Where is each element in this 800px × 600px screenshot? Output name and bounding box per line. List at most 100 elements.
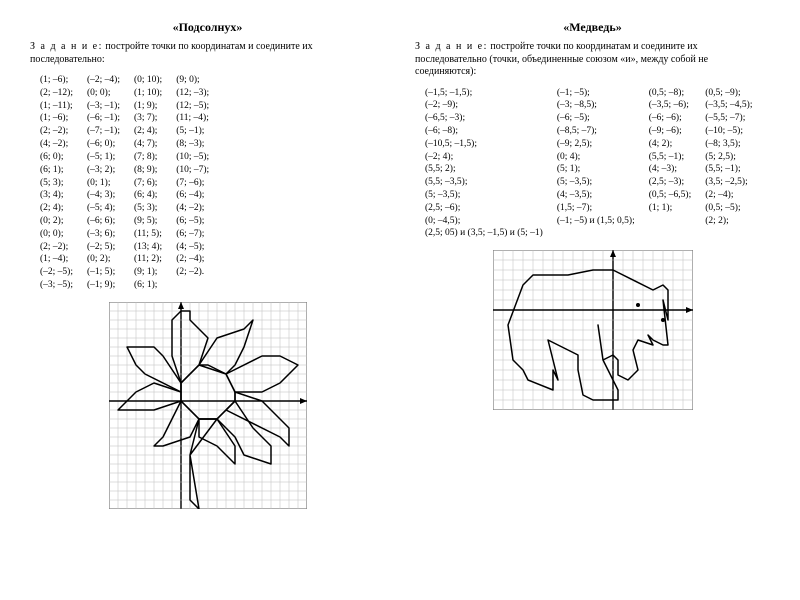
coord-column: (–1; –5);(–3; –8,5);(–6; –5);(–8,5; –7);… — [557, 87, 635, 241]
coord-point: (–5; 4); — [87, 202, 120, 215]
coord-point: (6; 1); — [134, 279, 162, 292]
coord-point: (0; 2); — [40, 215, 73, 228]
coord-point: (2,5; –3); — [649, 176, 691, 189]
coord-column: (0; 10);(1; 10);(1; 9);(3; 7);(2; 4);(4;… — [134, 74, 162, 292]
bear-figure-wrap — [415, 250, 770, 410]
coord-point: (12; –5); — [176, 100, 209, 113]
coord-point: (4; –3); — [649, 163, 691, 176]
coord-point: (0; 2); — [87, 253, 120, 266]
coord-point: (5,5; –3,5); — [425, 176, 543, 189]
coord-point: (11; 2); — [134, 253, 162, 266]
coord-point: (7; 6); — [134, 177, 162, 190]
coord-point: (12; –3); — [176, 87, 209, 100]
coord-point: (2; –4); — [176, 253, 209, 266]
coord-point: (13; 4); — [134, 241, 162, 254]
coord-point: (4; –3,5); — [557, 189, 635, 202]
coord-point: (3; 4); — [40, 189, 73, 202]
coord-point: (7; 8); — [134, 151, 162, 164]
coord-point: (3,5; –2,5); — [705, 176, 752, 189]
bear-task: З а д а н и е: постройте точки по коорди… — [415, 41, 770, 79]
coord-point: (2; –4); — [705, 189, 752, 202]
coord-point: (–10,5; –1,5); — [425, 138, 543, 151]
coord-point: (4; –2); — [40, 138, 73, 151]
coord-column: (–1,5; –1,5);(–2; –9);(–6,5; –3);(–6; –8… — [425, 87, 543, 241]
task-lead: З а д а н и е: — [415, 41, 488, 52]
coord-point: (5,5; –1); — [649, 151, 691, 164]
coord-point: (–3,5; –6); — [649, 99, 691, 112]
coord-point: (2; –2). — [176, 266, 209, 279]
coord-point: (5,5; 2); — [425, 163, 543, 176]
coord-point: (2; –2); — [40, 125, 73, 138]
sunflower-task: З а д а н и е: постройте точки по коорди… — [30, 41, 385, 66]
coord-point: (–6; –1); — [87, 112, 120, 125]
coord-point: (0,5; –8); — [649, 87, 691, 100]
document-page: «Подсолнух» З а д а н и е: постройте точ… — [0, 0, 800, 529]
coord-point: (10; –7); — [176, 164, 209, 177]
coord-point: (–6; –8); — [425, 125, 543, 138]
sunflower-coordinates: (1; –6);(2; –12);(1; –11);(1; –6);(2; –2… — [40, 74, 385, 292]
coord-point: (–1; –5); — [557, 87, 635, 100]
coord-point: (–3; –8,5); — [557, 99, 635, 112]
coord-point: (9; 0); — [176, 74, 209, 87]
coord-point: (5; 3); — [134, 202, 162, 215]
task-lead: З а д а н и е: — [30, 41, 103, 52]
coord-point: (–2; –5); — [40, 266, 73, 279]
coord-point: (2; 2); — [705, 215, 752, 228]
coord-point: (1; 1); — [649, 202, 691, 215]
coord-point: (0; –4,5); — [425, 215, 543, 228]
coord-point: (9; 1); — [134, 266, 162, 279]
coord-point: (8; 9); — [134, 164, 162, 177]
coord-point: (0; 0); — [40, 228, 73, 241]
coord-point: (9; 5); — [134, 215, 162, 228]
bear-title: «Медведь» — [415, 20, 770, 35]
coord-point: (2; 4); — [134, 125, 162, 138]
coord-point: (–6; –6); — [649, 112, 691, 125]
coord-point: (2,5; 05) и (3,5; –1,5) и (5; –1) — [425, 227, 543, 240]
coord-point: (–10; –5); — [705, 125, 752, 138]
coord-column: (0,5; –8);(–3,5; –6);(–6; –6);(–9; –6); (… — [649, 87, 691, 241]
coord-point: (–1,5; –1,5); — [425, 87, 543, 100]
coord-point: (–9; –6); — [649, 125, 691, 138]
coord-point: (3; 7); — [134, 112, 162, 125]
coord-point: (–2; –9); — [425, 99, 543, 112]
coord-point: (6; 1); — [40, 164, 73, 177]
coord-point: (7; –6); — [176, 177, 209, 190]
coord-point: (5; –1); — [176, 125, 209, 138]
coord-point: (–3,5; –4,5); — [705, 99, 752, 112]
sunflower-figure-wrap — [30, 302, 385, 509]
coord-column: (1; –6);(2; –12);(1; –11);(1; –6);(2; –2… — [40, 74, 73, 292]
coord-point: (5,5; –1); — [705, 163, 752, 176]
coord-column: (–2; –4);(0; 0);(–3; –1);(–6; –1);(–7; –… — [87, 74, 120, 292]
coord-point: (5; –3,5); — [557, 176, 635, 189]
coord-point: (5; –3,5); — [425, 189, 543, 202]
coord-point: (8; –3); — [176, 138, 209, 151]
coord-point: (0,5; –5); — [705, 202, 752, 215]
coord-point: (1; 9); — [134, 100, 162, 113]
bear-coordinates: (–1,5; –1,5);(–2; –9);(–6,5; –3);(–6; –8… — [425, 87, 770, 241]
coord-point: (0; 0); — [87, 87, 120, 100]
coord-point: (1; –11); — [40, 100, 73, 113]
coord-point: (–1; 9); — [87, 279, 120, 292]
coord-point: (6; 4); — [134, 189, 162, 202]
coord-point: (4; –5); — [176, 241, 209, 254]
coord-point: (–3; –5); — [40, 279, 73, 292]
coord-point: (0; 4); — [557, 151, 635, 164]
coord-point: (1,5; –7); — [557, 202, 635, 215]
coord-point: (0,5; –9); — [705, 87, 752, 100]
coord-point: (–6; 6); — [87, 215, 120, 228]
coord-point: (4; –2); — [176, 202, 209, 215]
sunflower-title: «Подсолнух» — [30, 20, 385, 35]
coord-point: (0,5; –6,5); — [649, 189, 691, 202]
sunflower-figure — [109, 302, 307, 509]
coord-point: (10; –5); — [176, 151, 209, 164]
coord-point: (–1; –5) и (1,5; 0,5); — [557, 215, 635, 228]
coord-point: (–5; 1); — [87, 151, 120, 164]
coord-point: (–6; –5); — [557, 112, 635, 125]
coord-point: (–2; 5); — [87, 241, 120, 254]
coord-point: (–3; –1); — [87, 100, 120, 113]
coord-point: (–1; 5); — [87, 266, 120, 279]
coord-point: (1; –6); — [40, 112, 73, 125]
coord-column: (9; 0);(12; –3);(12; –5);(11; –4);(5; –1… — [176, 74, 209, 292]
coord-point: (2; –2); — [40, 241, 73, 254]
coord-point: (0; 10); — [134, 74, 162, 87]
